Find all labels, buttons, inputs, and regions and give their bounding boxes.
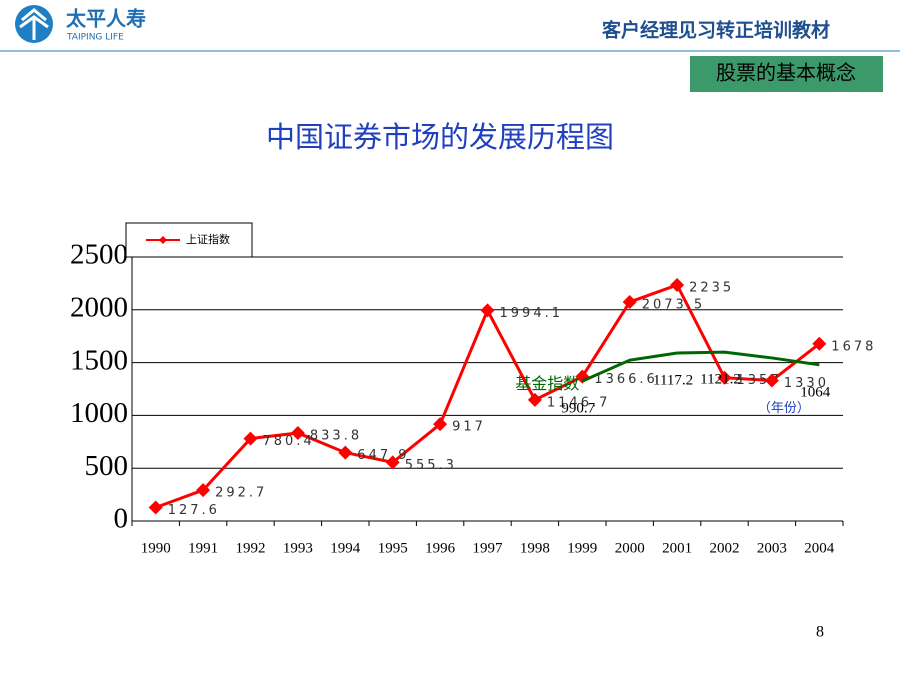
point-marker <box>670 277 685 292</box>
x-tick-label: 1994 <box>330 540 361 556</box>
point-marker <box>717 370 732 385</box>
x-tick-label: 1990 <box>141 540 171 556</box>
y-tick-label: 2000 <box>70 291 128 323</box>
x-tick-label: 1999 <box>567 540 597 556</box>
data-label: 127.6 <box>168 503 220 518</box>
data-label: 1121.2 <box>700 372 741 388</box>
point-marker <box>148 500 163 515</box>
data-label: 647.9 <box>357 448 409 463</box>
point-marker <box>812 336 827 351</box>
data-label: 1366.6 <box>594 372 658 387</box>
x-tick-label: 1995 <box>378 540 408 556</box>
section-title: 股票的基本概念 <box>716 61 856 85</box>
data-label: 1678 <box>831 339 876 354</box>
y-tick-label: 1500 <box>70 344 128 376</box>
point-marker <box>338 445 353 460</box>
point-marker <box>385 455 400 470</box>
x-tick-label: 2002 <box>710 540 740 556</box>
x-tick-label: 2000 <box>615 540 645 556</box>
data-label: 833.8 <box>310 428 362 443</box>
y-tick-label: 0 <box>114 503 129 535</box>
x-tick-label: 1996 <box>425 540 456 556</box>
point-marker <box>433 417 448 432</box>
x-tick-label: 1993 <box>283 540 313 556</box>
course-title: 客户经理见习转正培训教材 <box>602 19 830 42</box>
series-line <box>581 350 820 383</box>
y-tick-label: 1000 <box>70 397 128 429</box>
data-label: 292.7 <box>215 486 267 501</box>
data-label: 1146.7 <box>547 395 611 410</box>
data-label: 990.7 <box>561 401 595 417</box>
point-marker <box>480 303 495 318</box>
data-label: 1117.2 <box>653 372 693 388</box>
legend-marker <box>159 236 167 244</box>
logo-mark <box>19 8 49 40</box>
page-number: 8 <box>816 624 824 641</box>
section-box <box>690 56 883 92</box>
legend-label: 上证指数 <box>186 232 230 246</box>
data-label: 2073.5 <box>642 298 706 313</box>
x-tick-label: 1992 <box>236 540 266 556</box>
point-marker <box>290 425 305 440</box>
point-marker <box>243 431 258 446</box>
x-tick-label: 2001 <box>662 540 692 556</box>
point-marker <box>622 295 637 310</box>
logo: 太平人寿 TAIPING LIFE <box>15 5 146 43</box>
y-tick-label: 2500 <box>70 239 128 271</box>
x-tick-label: 1998 <box>520 540 550 556</box>
data-label: 780.4 <box>263 434 315 449</box>
chart-title: 中国证券市场的发展历程图 <box>266 120 614 154</box>
x-tick-label: 2003 <box>757 540 787 556</box>
x-tick-label: 2004 <box>804 540 835 556</box>
point-marker <box>764 373 779 388</box>
data-label: 1357 <box>737 373 782 388</box>
annotation: （年份） <box>758 401 810 416</box>
series-line <box>155 283 821 509</box>
data-label: 555.3 <box>405 458 457 473</box>
data-label: 2235 <box>689 280 734 295</box>
y-tick-label: 500 <box>85 450 129 482</box>
data-label: 1330 <box>784 376 829 391</box>
logo-cn: 太平人寿 <box>66 7 146 31</box>
data-label: 917 <box>452 420 486 435</box>
data-label: 1994.1 <box>500 306 564 321</box>
data-label: 1064 <box>800 384 831 400</box>
point-marker <box>196 483 211 498</box>
logo-en: TAIPING LIFE <box>66 33 124 43</box>
x-tick-label: 1997 <box>473 540 504 556</box>
x-tick-label: 1991 <box>188 540 218 556</box>
series-label: 基金指数 <box>515 375 579 393</box>
point-marker <box>527 392 542 407</box>
